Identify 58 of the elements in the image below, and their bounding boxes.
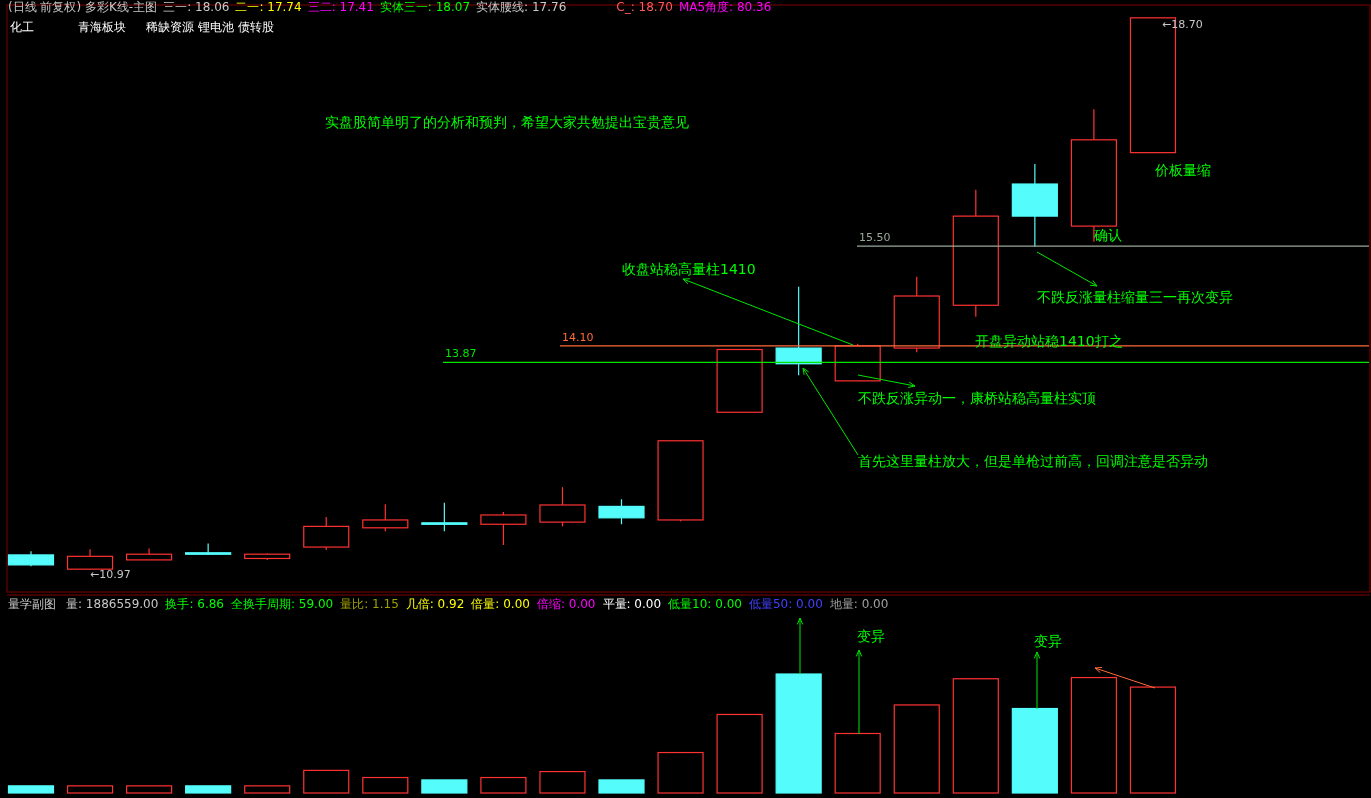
- bar: [126, 785, 173, 794]
- text: 变异: [1034, 633, 1062, 649]
- text: 换手: 6.86: [165, 597, 224, 611]
- text: 平量: 0.00: [602, 597, 662, 611]
- annotation: 价板量缩: [1154, 162, 1211, 178]
- annotation: C_: 18.70: [616, 0, 673, 14]
- bar: [952, 678, 999, 794]
- annotation: 收盘站稳高量柱1410: [622, 261, 756, 277]
- ref-line-label: 14.10: [562, 330, 594, 344]
- chart-title: (日线 前复权) 多彩K线-主图: [8, 0, 158, 14]
- bar: [185, 785, 232, 794]
- bar: [775, 673, 822, 794]
- annotation: 三二: 17.41: [307, 0, 374, 14]
- text: 倍量: 0.00: [471, 597, 530, 611]
- bar: [834, 732, 881, 794]
- text: 全换手周期: 59.00: [230, 597, 334, 611]
- bar: [7, 785, 55, 794]
- bar: [421, 779, 468, 794]
- text: 低量50: 0.00: [748, 597, 823, 611]
- bar: [303, 769, 350, 794]
- annotation: 青海板块: [78, 20, 126, 34]
- bar: [716, 713, 763, 794]
- bar: [362, 776, 409, 794]
- annotation: ←10.97: [90, 568, 131, 581]
- annotation: 二一: 17.74: [235, 0, 302, 14]
- bar: [66, 785, 114, 794]
- annotation: 化工: [10, 20, 34, 34]
- text: 低量10: 0.00: [668, 597, 742, 611]
- bar: [539, 770, 586, 794]
- annotation: 实体三一: 18.07: [379, 0, 471, 14]
- annotation: 稀缺资源 锂电池 债转股: [146, 20, 274, 34]
- candlestick: [421, 502, 468, 532]
- annotation: 开盘异动站稳1410打之: [975, 333, 1123, 349]
- annotation: 首先这里量柱放大，但是单枪过前高，回调注意是否异动: [858, 453, 1208, 469]
- annotation: 确认: [1093, 227, 1122, 243]
- annotation: 实盘股简单明了的分析和预判，希望大家共勉提出宝贵意见: [325, 114, 689, 130]
- text: 几倍: 0.92: [405, 597, 465, 611]
- bar: [598, 779, 645, 794]
- text: 变异: [857, 628, 885, 644]
- text: 量: 1886559.00: [66, 597, 159, 611]
- ref-line-label: 13.87: [445, 347, 477, 361]
- text: 倍缩: 0.00: [536, 597, 596, 611]
- text: 地量: 0.00: [828, 597, 889, 611]
- bar: [1070, 676, 1117, 794]
- text: 量比: 1.15: [340, 597, 399, 611]
- bar: [1011, 707, 1058, 794]
- bar: [244, 785, 291, 794]
- ref-line-label: 15.50: [859, 231, 891, 245]
- annotation: 不跌反涨异动一，康桥站稳高量柱实顶: [858, 390, 1096, 406]
- bar: [893, 704, 940, 794]
- chart-title: 量学副图: [8, 597, 56, 611]
- bar: [480, 776, 527, 794]
- annotation: MA5角度: 80.36: [678, 0, 772, 14]
- bar: [657, 751, 704, 794]
- bar: [1129, 686, 1177, 794]
- annotation: 实体腰线: 17.76: [476, 0, 567, 14]
- annotation: 三一: 18.06: [163, 0, 230, 14]
- annotation: 不跌反涨量柱缩量三一再次变异: [1037, 289, 1233, 305]
